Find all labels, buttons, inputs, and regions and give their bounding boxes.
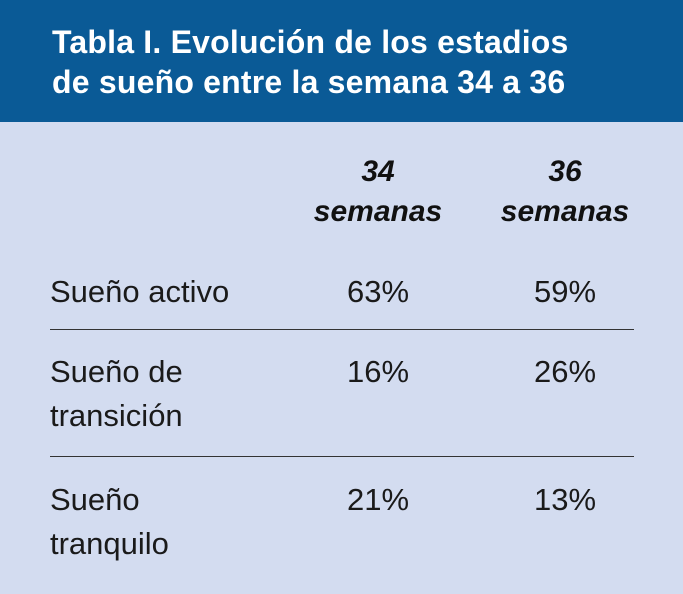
row-label-line: Sueño de: [50, 354, 183, 389]
row-label-quiet-sleep: Sueño tranquilo: [50, 478, 310, 566]
cell-quiet-sleep-36: 13%: [533, 482, 597, 517]
column-header-number: 34: [361, 155, 395, 188]
row-label-line: Sueño activo: [50, 274, 230, 309]
column-header-unit: semanas: [500, 195, 630, 228]
cell-transition-sleep-36: 26%: [533, 354, 597, 389]
column-header-number: 36: [548, 155, 582, 188]
row-label-line: Sueño: [50, 482, 140, 517]
cell-active-sleep-34: 63%: [346, 274, 410, 309]
column-header-36-weeks: 36 semanas: [480, 152, 650, 232]
table-title-line-1: Tabla I. Evolución de los estadios: [52, 24, 569, 60]
cell-transition-sleep-34: 16%: [346, 354, 410, 389]
row-label-transition-sleep: Sueño de transición: [50, 350, 310, 438]
row-label-active-sleep: Sueño activo: [50, 270, 310, 314]
table-title-bar: Tabla I. Evolución de los estadios de su…: [0, 0, 683, 122]
cell-active-sleep-36: 59%: [533, 274, 597, 309]
column-header-34-weeks: 34 semanas: [293, 152, 463, 232]
row-divider: [50, 456, 634, 457]
column-header-unit: semanas: [313, 195, 443, 228]
cell-quiet-sleep-34: 21%: [346, 482, 410, 517]
row-label-line: tranquilo: [50, 526, 169, 561]
table-title-line-2: de sueño entre la semana 34 a 36: [52, 64, 566, 100]
row-label-line: transición: [50, 398, 183, 433]
row-divider: [50, 329, 634, 330]
